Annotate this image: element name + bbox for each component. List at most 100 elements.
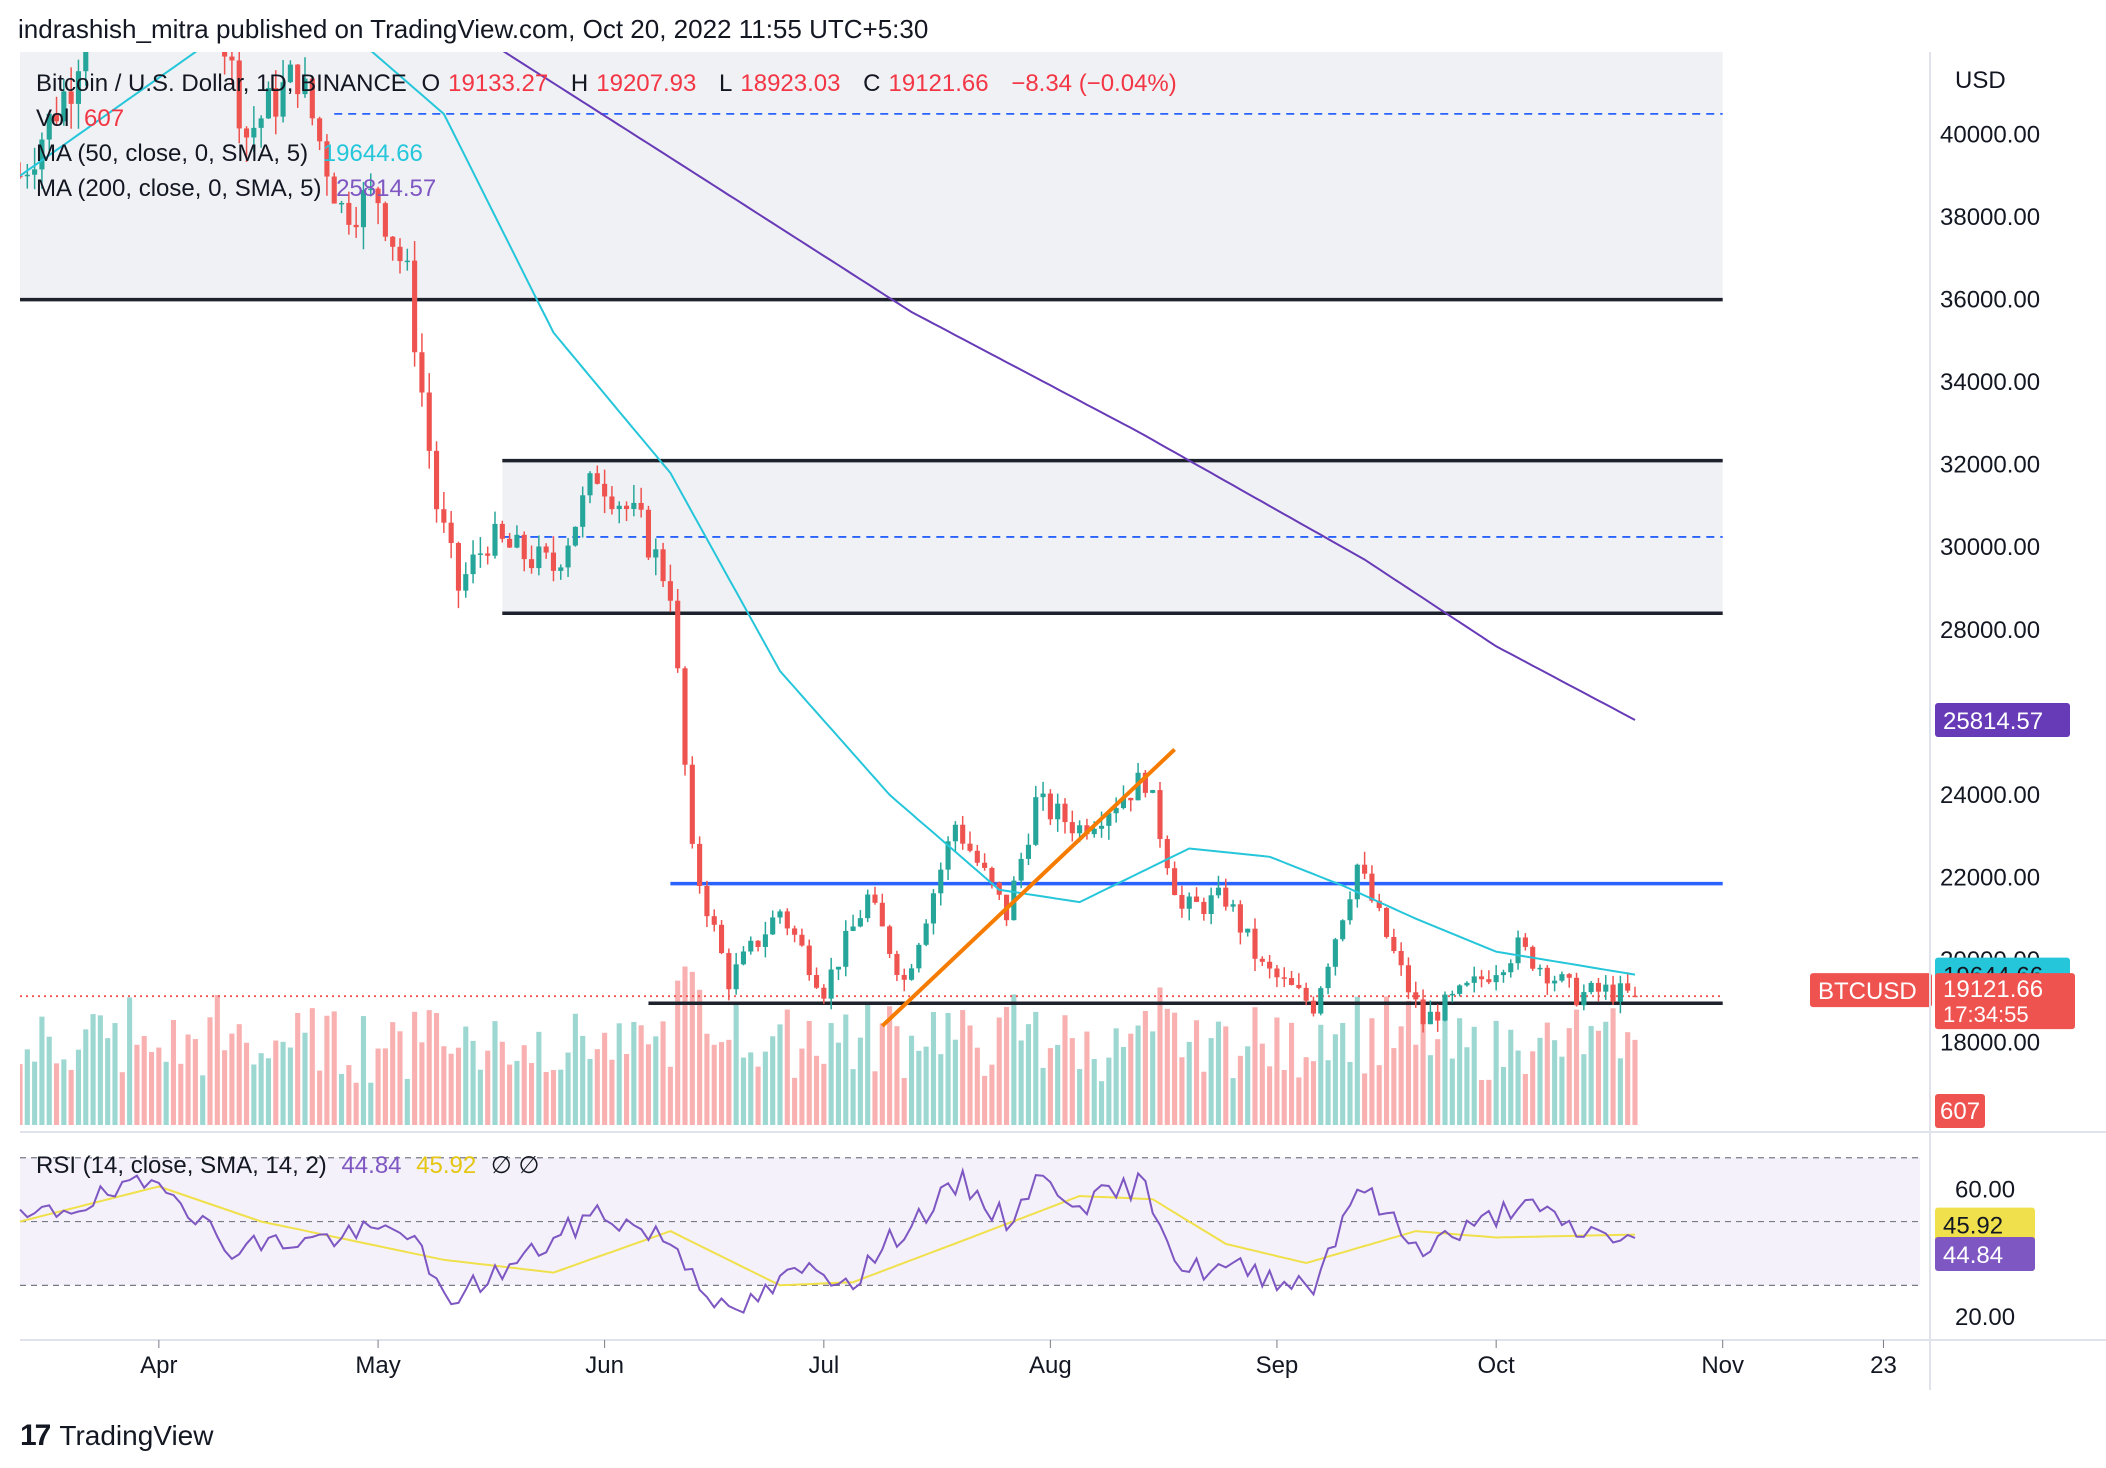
candle-body <box>565 545 571 568</box>
legend-rsi-value: 44.84 <box>341 1152 402 1179</box>
candle-body <box>1106 813 1112 826</box>
volume-bar <box>872 1071 878 1125</box>
volume-bar <box>740 1057 747 1125</box>
volume-bar <box>229 1033 235 1125</box>
candle-body <box>68 91 74 104</box>
legend-rsi-label[interactable]: RSI (14, close, SMA, 14, 2) <box>36 1152 327 1179</box>
candle-body <box>1332 939 1338 967</box>
volume-bar <box>770 1036 776 1125</box>
candle-body <box>521 534 527 560</box>
volume-label-bg <box>1935 1094 1985 1128</box>
volume-bar <box>105 1038 111 1125</box>
candle-body <box>536 546 542 569</box>
legend-ma50-label[interactable]: MA (50, close, 0, SMA, 5) <box>36 140 309 167</box>
price-axis-tick: 34000.00 <box>1940 369 2040 396</box>
volume-bar <box>156 1047 162 1125</box>
volume-bar <box>397 1031 403 1125</box>
volume-bar <box>733 1004 739 1125</box>
candle-body <box>879 902 885 927</box>
volume-bar <box>317 1070 323 1125</box>
candle-body <box>1588 982 1594 993</box>
candle-body <box>960 824 966 844</box>
volume-bar <box>331 1011 337 1125</box>
candle-body <box>755 940 761 947</box>
volume-bar <box>550 1070 557 1125</box>
volume-bar <box>828 1023 834 1125</box>
volume-bar <box>426 1010 432 1125</box>
legend-ma200-label[interactable]: MA (200, close, 0, SMA, 5) <box>36 175 322 202</box>
volume-bar <box>528 1063 535 1125</box>
volume-bar <box>887 1006 893 1125</box>
volume-bar <box>704 1033 710 1125</box>
volume-bar <box>1617 1058 1623 1125</box>
volume-bar <box>1581 1054 1587 1125</box>
legend-price-row: Bitcoin / U.S. Dollar, 1D, BINANCE O 1913… <box>36 70 1185 98</box>
legend-symbol[interactable]: Bitcoin / U.S. Dollar, 1D, BINANCE <box>36 70 407 97</box>
candle-body <box>887 926 893 954</box>
candle-body <box>770 917 776 935</box>
candle-body <box>1281 977 1287 979</box>
volume-bar <box>792 1077 798 1125</box>
volume-bar <box>1237 1055 1243 1125</box>
trendline <box>880 747 1176 1028</box>
candle-body <box>20 175 23 178</box>
rsi-axis-tick: 60.00 <box>1955 1177 2015 1204</box>
volume-bar <box>492 1021 498 1125</box>
volume-bar <box>821 1063 827 1125</box>
candle-body <box>726 953 732 990</box>
ma200-price-label: 25814.57 <box>1943 708 2043 735</box>
volume-bar <box>83 1029 89 1125</box>
volume-bar <box>404 1078 410 1125</box>
candle-body <box>477 553 483 555</box>
legend-vol-label: Vol <box>36 105 70 132</box>
candle-body <box>1120 797 1127 809</box>
candle-body <box>229 56 235 61</box>
candle-body <box>346 202 352 225</box>
price-axis-tick: 32000.00 <box>1940 452 2040 479</box>
candle-body <box>1223 887 1229 907</box>
volume-bar <box>1500 1066 1507 1125</box>
price-chart[interactable]: USD 40000.00 38000.00 36000.00 34000.00 32000… <box>0 0 2106 1410</box>
candle-body <box>850 926 856 931</box>
legend-high: H 19207.93 <box>570 70 697 97</box>
volume-bar <box>587 1058 593 1125</box>
tradingview-footer[interactable]: 17 TradingView <box>20 1419 213 1453</box>
volume-bar <box>1098 1081 1105 1125</box>
candle-body <box>53 113 60 122</box>
volume-bar <box>623 1054 630 1125</box>
candle-body <box>1172 868 1178 896</box>
volume-bar <box>507 1064 513 1125</box>
candle-body <box>309 78 315 119</box>
volume-bar <box>813 1055 820 1125</box>
volume-bar <box>1478 1080 1485 1125</box>
candle-body <box>952 824 958 842</box>
candle-body <box>1413 992 1419 1000</box>
candle-body <box>273 88 279 117</box>
candle-body <box>602 483 608 497</box>
symbol-tag-bg <box>1810 973 1932 1008</box>
candle-body <box>777 911 783 918</box>
legend-volume-row: Vol 607 <box>36 105 132 133</box>
candle-body <box>1179 895 1185 909</box>
volume-bar <box>1062 1015 1068 1125</box>
volume-bar <box>477 1069 483 1125</box>
volume-bar <box>901 1077 907 1125</box>
legend-open: O 19133.27 <box>421 70 549 97</box>
time-axis-tick: Sep <box>1256 1352 1299 1379</box>
candle-body <box>514 534 520 548</box>
candle-body <box>1632 995 1638 998</box>
candle-body <box>1208 895 1214 914</box>
tradingview-logo-icon: 17 <box>20 1419 51 1452</box>
volume-bar <box>222 1050 228 1125</box>
volume-bar <box>1259 1043 1265 1125</box>
candle-body <box>243 128 250 138</box>
candle-body <box>528 559 535 569</box>
candle-body <box>938 869 944 894</box>
candle-body <box>1610 984 1616 1002</box>
candle-body <box>550 552 557 571</box>
volume-bar <box>908 1035 915 1125</box>
volume-bar <box>857 1037 863 1125</box>
volume-bar <box>835 1042 842 1125</box>
volume-bar <box>762 1051 768 1125</box>
rsi-value-label: 44.84 <box>1943 1242 2003 1269</box>
